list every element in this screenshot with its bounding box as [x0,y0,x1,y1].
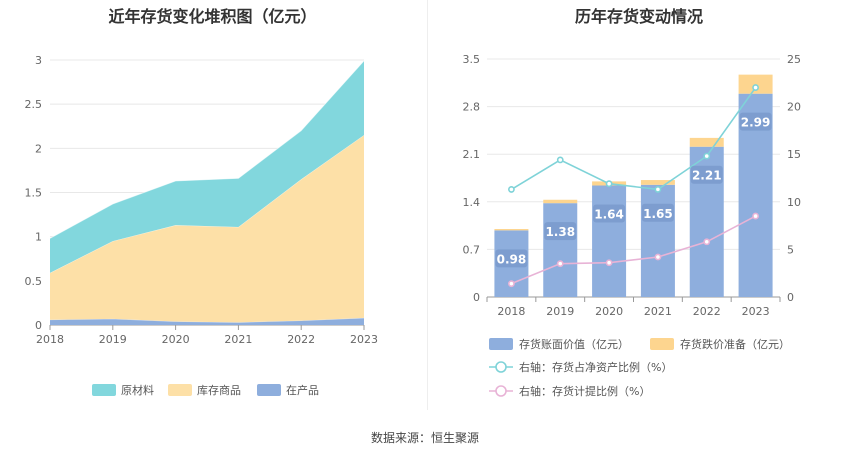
line-provision-ratio-point [752,212,759,220]
right-chart-title: 历年存货变动情况 [574,7,703,26]
line-provision-ratio [511,215,756,285]
bar-book-value [640,184,675,297]
bar-book-value [543,203,578,297]
data-source: 数据来源：恒生聚源 [370,431,479,445]
left-legend-swatch [257,384,281,396]
bar-value-badge [495,249,528,268]
right-chart-left-y-tick-label: 0.7 [463,243,481,256]
left-x-tick-label: 2022 [287,333,315,346]
left-x-tick-label: 2021 [224,333,252,346]
line-inventory-to-net-assets-point [605,180,613,188]
right-chart-right-y-tick-label: 10 [787,196,801,209]
bar-value-badge [544,222,577,241]
left-y-tick-label: 0.5 [25,275,43,288]
left-y-tick-label: 2 [35,142,42,155]
bar-impairment [640,180,675,185]
left-legend-label: 在产品 [286,383,319,397]
right-x-tick-label: 2019 [546,305,574,318]
bar-value-label: 2.99 [741,116,771,130]
left-legend-swatch [92,384,116,396]
right-chart-right-y-tick-label: 0 [787,291,794,304]
line-inventory-to-net-assets-point [752,84,759,91]
left-y-tick-label: 3 [35,54,42,67]
right-legend-swatch-book-value [489,338,513,350]
right-legend-line-marker [495,385,507,397]
area-finished-goods [50,135,364,323]
left-x-tick-label: 2023 [350,333,378,346]
line-inventory-to-net-assets-point [556,156,564,164]
bar-value-label: 1.65 [643,207,673,221]
left-x-tick-label: 2019 [99,333,127,346]
line-inventory-to-net-assets [511,87,757,191]
right-chart-right-y-tick-label: 5 [787,243,794,256]
right-legend-swatch-impairment [650,338,674,350]
area-raw-material [50,60,364,273]
bar-value-badge [641,203,674,222]
right-chart-left-y-tick-label: 2.8 [463,101,481,114]
left-y-tick-label: 1.5 [25,187,43,200]
line-inventory-to-net-assets-point [703,152,711,160]
line-inventory-to-net-assets-point [654,186,662,193]
right-x-tick-label: 2020 [595,305,623,318]
right-x-tick-label: 2022 [693,305,721,318]
line-provision-ratio-point [508,280,515,288]
bar-value-badge [690,165,723,184]
right-chart-right-y-tick-label: 15 [787,148,801,161]
left-y-tick-label: 1 [35,231,42,244]
line-provision-ratio-point [605,259,613,267]
line-provision-ratio-point [654,253,662,261]
bar-value-badge [593,204,626,223]
line-provision-ratio-point [556,260,564,268]
right-chart-right-y-tick-label: 25 [787,53,801,66]
left-y-tick-label: 0 [35,319,42,332]
area-raw-material-edge [49,60,365,239]
right-chart-left-y-tick-label: 3.5 [463,53,481,66]
line-provision-ratio-point [703,238,711,246]
right-legend-label: 存货跌价准备（亿元） [680,337,790,351]
left-x-tick-label: 2018 [36,333,64,346]
left-legend-label: 原材料 [121,383,154,397]
bar-value-label: 0.98 [497,252,527,266]
bar-impairment [689,137,724,147]
right-legend-label: 右轴：存货计提比例（%） [519,384,650,398]
right-chart-right-y-tick-label: 20 [787,101,801,114]
left-legend-swatch [168,384,192,396]
left-legend-label: 库存商品 [197,383,241,397]
right-x-tick-label: 2023 [742,305,770,318]
right-legend-line-marker [495,361,507,373]
bar-value-label: 1.64 [594,207,624,221]
bar-value-label: 1.38 [545,225,575,239]
bar-impairment [494,229,529,231]
panel-divider [427,0,428,410]
right-chart-left-y-tick-label: 2.1 [463,148,481,161]
bar-book-value [592,185,627,297]
line-inventory-to-net-assets-point [508,186,515,193]
left-y-tick-label: 2.5 [25,98,43,111]
left-x-tick-label: 2020 [162,333,190,346]
right-legend-label: 右轴：存货占净资产比例（%） [519,360,672,374]
bar-impairment [543,199,578,204]
right-x-tick-label: 2021 [644,305,672,318]
bar-value-badge [739,112,772,131]
bar-value-label: 2.21 [692,169,722,183]
right-x-tick-label: 2018 [497,305,525,318]
right-chart-left-y-tick-label: 1.4 [463,196,481,209]
right-chart-left-y-tick-label: 0 [473,291,480,304]
left-chart-title: 近年存货变化堆积图（亿元） [108,7,317,26]
right-legend-label: 存货账面价值（亿元） [519,337,629,351]
